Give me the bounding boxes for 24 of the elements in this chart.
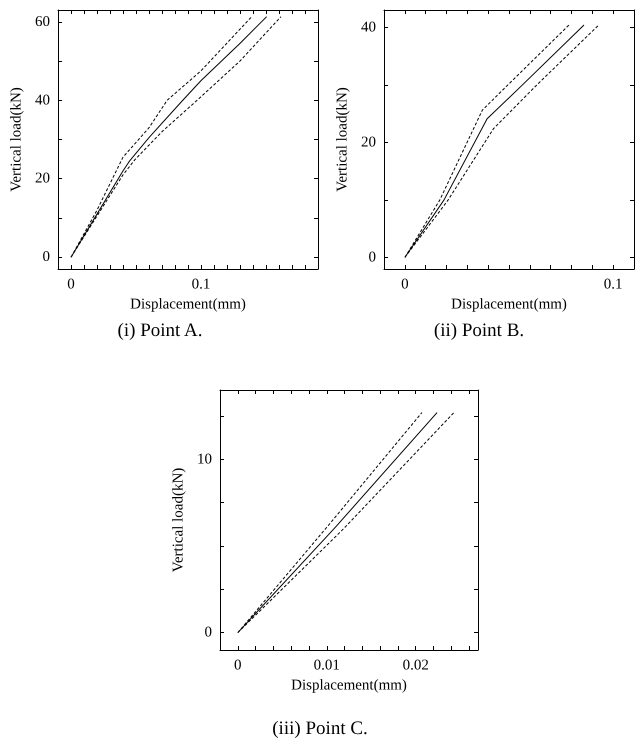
y-tick-label: 10 [197,451,212,468]
y-tick-label: 20 [361,134,376,150]
x-tick-label: 0.1 [192,276,210,292]
y-axis-title: Vertical load(kN) [8,87,25,192]
y-tick-label: 0 [42,249,50,266]
x-tick-label: 0.1 [604,276,623,292]
x-axis-title: Displacement(mm) [451,296,567,312]
x-tick-label: 0 [67,276,75,292]
text: (i) Point A. [118,320,202,341]
x-tick-label: 0.02 [402,658,429,674]
x-tick-label: 0 [234,658,242,674]
x-axis-title: Displacement(mm) [130,296,246,312]
x-axis-title: Displacement(mm) [291,677,407,694]
text: (ii) Point B. [434,320,524,341]
y-tick-label: 60 [35,14,50,30]
text: (iii) Point C. [272,718,368,739]
y-tick-label: 40 [361,19,376,36]
y-axis-title: Vertical load(kN) [334,87,351,192]
x-tick-label: 0 [401,276,409,292]
y-tick-label: 0 [368,249,376,266]
y-tick-label: 20 [35,170,50,187]
y-axis-title: Vertical load(kN) [170,468,187,572]
x-tick-label: 0.01 [314,658,340,674]
y-tick-label: 40 [35,92,50,108]
